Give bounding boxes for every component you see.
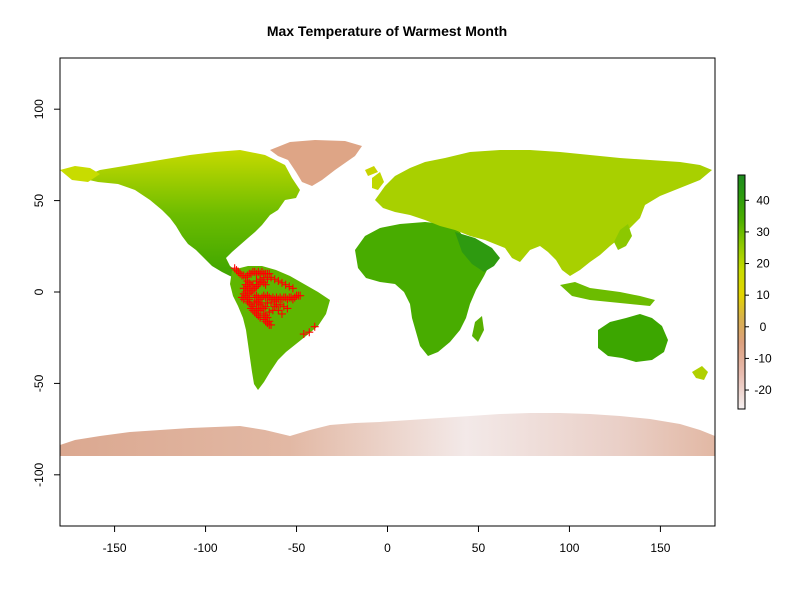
occurrence-marker [283, 304, 292, 313]
occurrence-marker [267, 273, 276, 282]
occurrence-marker [256, 306, 265, 315]
occurrence-marker [277, 309, 286, 318]
occurrence-marker [263, 313, 272, 322]
occurrence-marker [265, 317, 274, 326]
occurrence-marker [241, 273, 250, 282]
occurrence-marker [299, 330, 308, 339]
occurrence-marker [236, 269, 245, 278]
occurrence-marker [290, 293, 299, 302]
occurrence-marker [281, 280, 290, 289]
y-axis: 100 50 0 -50 -100 [32, 99, 61, 487]
occurrence-marker [248, 280, 257, 289]
occurrence-markers [230, 264, 319, 339]
occurrence-marker [277, 278, 286, 287]
occurrence-marker [285, 282, 294, 291]
y-tick-label: 50 [32, 194, 46, 208]
legend-tick-label: 40 [756, 193, 770, 207]
occurrence-marker [265, 308, 274, 317]
landmass-southeast-asia [560, 282, 655, 306]
x-axis: -150 -100 -50 0 50 100 150 [103, 525, 671, 555]
legend-tick-label: 10 [756, 288, 770, 302]
landmass-alaska [60, 166, 100, 182]
occurrence-marker [267, 320, 276, 329]
legend-colorbar [737, 174, 746, 410]
occurrence-marker [276, 300, 285, 309]
x-tick-label: -50 [288, 541, 306, 555]
occurrence-marker [256, 313, 265, 322]
occurrence-marker [305, 328, 314, 337]
occurrence-marker [265, 269, 274, 278]
occurrence-marker [239, 284, 248, 293]
occurrence-marker [261, 311, 270, 320]
occurrence-marker [268, 306, 277, 315]
color-legend: 40 30 20 10 0 -10 -20 [737, 174, 772, 410]
legend-tick-label: 20 [756, 257, 770, 271]
landmass-madagascar [472, 316, 484, 342]
occurrence-marker [259, 304, 268, 313]
occurrence-marker [259, 273, 268, 282]
occurrence-marker [230, 264, 239, 273]
y-tick-label: 100 [32, 99, 46, 119]
y-tick-label: -50 [32, 374, 46, 392]
occurrence-marker [261, 302, 270, 311]
occurrence-marker [250, 308, 259, 317]
landmass-japan [614, 224, 632, 250]
x-tick-label: -100 [194, 541, 218, 555]
occurrence-marker [250, 284, 259, 293]
occurrence-marker [247, 288, 256, 296]
x-tick-label: 0 [384, 541, 391, 555]
occurrence-marker [310, 322, 319, 331]
occurrence-marker [241, 291, 250, 300]
occurrence-marker [243, 297, 252, 306]
occurrence-marker [270, 275, 279, 284]
temperature-raster [60, 140, 715, 456]
landmass-eurasia [375, 150, 712, 276]
occurrence-marker [234, 267, 243, 276]
x-tick-label: 50 [472, 541, 486, 555]
occurrence-marker [237, 293, 246, 302]
occurrence-marker [256, 275, 265, 284]
occurrence-marker [232, 266, 241, 275]
y-tick-label: 0 [32, 288, 46, 295]
landmass-north-america [80, 150, 300, 280]
occurrence-marker [252, 297, 261, 306]
legend-tick-label: -10 [754, 351, 772, 365]
occurrence-marker [252, 277, 261, 286]
occurrence-marker [241, 280, 250, 289]
landmass-greenland [270, 140, 362, 186]
landmass-arabia [455, 232, 500, 272]
occurrence-marker [288, 284, 297, 293]
occurrence-marker [263, 275, 272, 284]
legend-tick-label: 0 [760, 320, 767, 334]
occurrence-marker [279, 302, 288, 311]
occurrence-marker [270, 297, 279, 306]
legend-tick-label: 30 [756, 225, 770, 239]
occurrence-marker [274, 277, 283, 286]
occurrence-marker [261, 280, 270, 289]
landmass-iceland [365, 166, 378, 176]
plot-area [60, 140, 715, 456]
x-tick-label: 100 [559, 541, 579, 555]
x-tick-label: 150 [650, 541, 670, 555]
chart-title: Max Temperature of Warmest Month [267, 23, 507, 39]
landmass-africa [355, 222, 490, 356]
occurrence-marker [296, 291, 305, 300]
occurrence-marker [257, 267, 266, 276]
landmass-new-zealand [692, 366, 708, 380]
landmass-antarctica [60, 413, 715, 456]
occurrence-marker [239, 295, 248, 304]
legend-ticks: 40 30 20 10 0 -10 -20 [745, 193, 772, 397]
landmass-australia [598, 314, 668, 362]
landmass-britain [372, 172, 384, 190]
occurrence-marker [263, 291, 272, 300]
x-tick-label: -150 [103, 541, 127, 555]
occurrence-marker [267, 298, 276, 307]
legend-tick-label: -20 [754, 383, 772, 397]
occurrence-marker [288, 295, 297, 304]
y-tick-label: -100 [32, 462, 46, 486]
